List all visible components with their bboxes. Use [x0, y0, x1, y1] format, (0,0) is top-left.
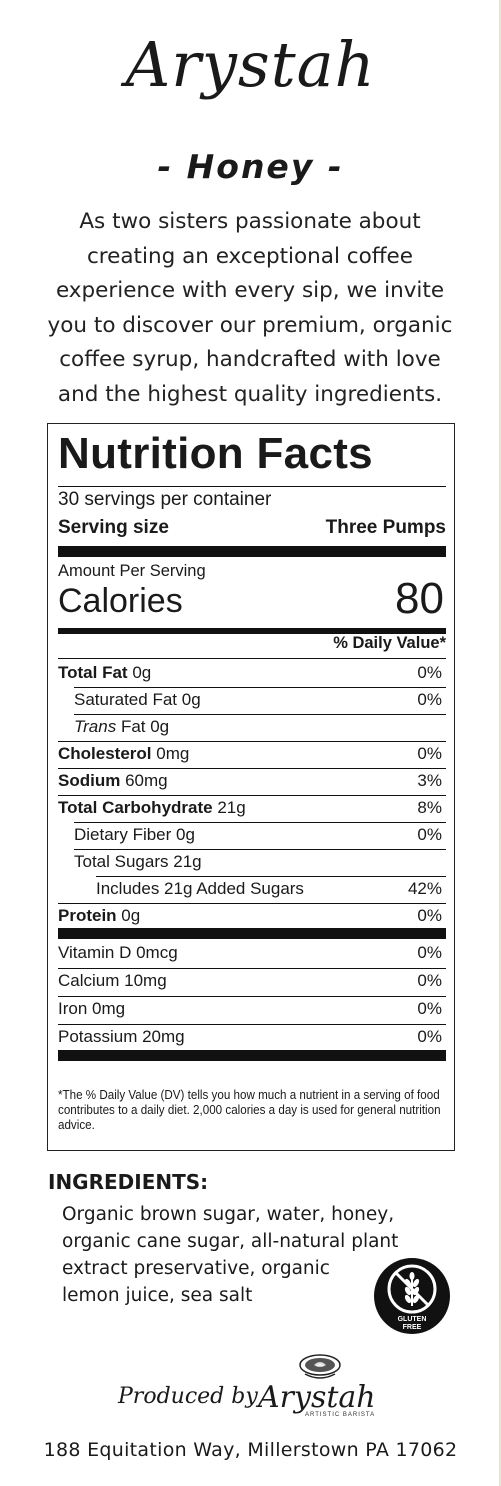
vitamin-dv: 0% [417, 999, 442, 1018]
nutrient-row-total-carbohydrate: Total Carbohydrate 21g 8% [58, 798, 446, 824]
nutrient-amount: 0g [132, 663, 152, 682]
vitamin-dv: 0% [417, 971, 442, 990]
nutrient-dv: 8% [417, 798, 442, 817]
nutrient-amount: 21g [217, 798, 246, 817]
nutrient-amount: 0g [181, 690, 201, 709]
nutrient-name: Trans [74, 717, 117, 736]
gluten-free-icon: GLUTEN FREE [374, 1258, 450, 1334]
nutrient-row-dietary-fiber: Dietary Fiber 0g 0% [58, 825, 446, 851]
nutrient-name: Includes 21g Added Sugars [96, 879, 304, 898]
nutrient-dv: 0% [417, 690, 442, 709]
amount-per-serving: Amount Per Serving [58, 562, 206, 580]
vitamin-name: Iron 0mg [58, 999, 126, 1018]
nutrient-name: Dietary Fiber [74, 825, 172, 844]
nutrition-facts-panel: Nutrition Facts 30 servings per containe… [47, 423, 455, 1151]
divider [58, 768, 446, 769]
flavor-title: - Honey - [157, 147, 344, 186]
gluten-badge-line1: GLUTEN [398, 1316, 427, 1323]
nutrient-dv: 0% [417, 663, 442, 682]
nutrient-dv: 0% [417, 825, 442, 844]
divider [74, 849, 446, 850]
vitamin-name: Potassium 20mg [58, 1027, 185, 1046]
ingredients-list: Organic brown sugar, water, honey, organ… [62, 1201, 402, 1309]
nutrient-dv: 0% [417, 906, 442, 925]
nutrient-dv: 42% [407, 879, 442, 898]
producer-tagline: ARTISTIC BARISTA [305, 1412, 376, 1418]
nutrient-amount: 0g [176, 825, 195, 844]
vitamin-row-vitamin-d: Vitamin D 0mcg 0% [58, 943, 446, 969]
nutrient-amount: 60mg [125, 771, 168, 790]
vitamin-row-potassium: Potassium 20mg 0% [58, 1027, 446, 1053]
nutrient-name: Cholesterol [58, 744, 152, 763]
servings-per-container: 30 servings per container [58, 489, 272, 510]
nutrient-row-sodium: Sodium 60mg 3% [58, 771, 446, 797]
calories-label: Calories [58, 582, 183, 620]
divider [58, 903, 446, 904]
divider [96, 876, 446, 877]
produced-by-label: Produced by [118, 1384, 258, 1409]
gluten-badge-line2: FREE [403, 1324, 422, 1331]
vitamin-name: Calcium 10mg [58, 971, 167, 990]
daily-value-header: % Daily Value* [333, 634, 446, 652]
divider [74, 822, 446, 823]
ingredients-line: extract preservative, organic [62, 1258, 330, 1279]
medium-divider [58, 628, 446, 634]
latte-art-cup-icon [299, 1354, 341, 1379]
nutrient-amount: 0g [121, 906, 141, 925]
nutrient-name: Protein [58, 906, 117, 925]
divider [58, 741, 446, 742]
ingredients-line: lemon juice, sea salt [62, 1285, 253, 1306]
ingredients-line: organic cane sugar, all-natural plant [62, 1231, 399, 1252]
nutrient-dv: 3% [417, 771, 442, 790]
nutrient-row-trans-fat: Trans Fat 0g [58, 717, 446, 743]
nutrient-name: Sodium [58, 771, 121, 790]
nutrition-title: Nutrition Facts [58, 429, 373, 478]
producer-brand: Arystah [258, 1380, 376, 1415]
nutrient-amount: Fat 0g [120, 717, 170, 736]
nutrient-name: Saturated Fat [74, 690, 178, 709]
nutrient-amount: 21g [173, 852, 202, 871]
nutrient-name: Total Fat [58, 663, 128, 682]
divider [58, 968, 446, 969]
ingredients-heading: INGREDIENTS: [48, 1170, 209, 1194]
nutrient-row-added-sugars: Includes 21g Added Sugars 42% [58, 879, 446, 905]
divider [58, 795, 446, 796]
vitamin-dv: 0% [417, 943, 442, 962]
nutrient-name: Total Sugars [74, 852, 169, 871]
nutrient-row-protein: Protein 0g 0% [58, 906, 446, 932]
serving-size-row: Serving size Three Pumps [58, 517, 446, 539]
address: 188 Equitation Way, Millerstown PA 17062 [43, 1439, 458, 1461]
thick-divider [58, 928, 446, 939]
divider [58, 1024, 446, 1025]
nutrient-dv: 0% [417, 744, 442, 763]
divider [58, 486, 446, 487]
divider [74, 687, 446, 688]
vitamin-name: Vitamin D 0mcg [58, 943, 178, 962]
vitamin-row-iron: Iron 0mg 0% [58, 999, 446, 1025]
nutrient-amount: 0mg [156, 744, 190, 763]
vitamin-row-calcium: Calcium 10mg 0% [58, 971, 446, 997]
daily-value-footnote: *The % Daily Value (DV) tells you how mu… [58, 1088, 441, 1132]
nutrient-row-saturated-fat: Saturated Fat 0g 0% [58, 690, 446, 716]
nutrient-name: Total Carbohydrate [58, 798, 213, 817]
intro-text: As two sisters passionate about creating… [47, 209, 453, 407]
nutrient-row-total-sugars: Total Sugars 21g [58, 852, 446, 878]
divider [58, 658, 446, 659]
ingredients-line: Organic brown sugar, water, honey, [62, 1204, 395, 1225]
page-edge [499, 0, 501, 1486]
thick-divider [58, 1050, 446, 1061]
thick-divider [58, 546, 446, 557]
vitamin-dv: 0% [417, 1027, 442, 1046]
calories-value: 80 [395, 574, 444, 623]
nutrient-row-cholesterol: Cholesterol 0mg 0% [58, 744, 446, 770]
nutrient-row-total-fat: Total Fat 0g 0% [58, 663, 446, 689]
divider [74, 714, 446, 715]
serving-size-value: Three Pumps [325, 517, 446, 538]
divider [58, 996, 446, 997]
serving-size-label: Serving size [58, 517, 169, 538]
wheat-icon [404, 1272, 420, 1306]
brand-logo: Arystah [125, 28, 376, 101]
